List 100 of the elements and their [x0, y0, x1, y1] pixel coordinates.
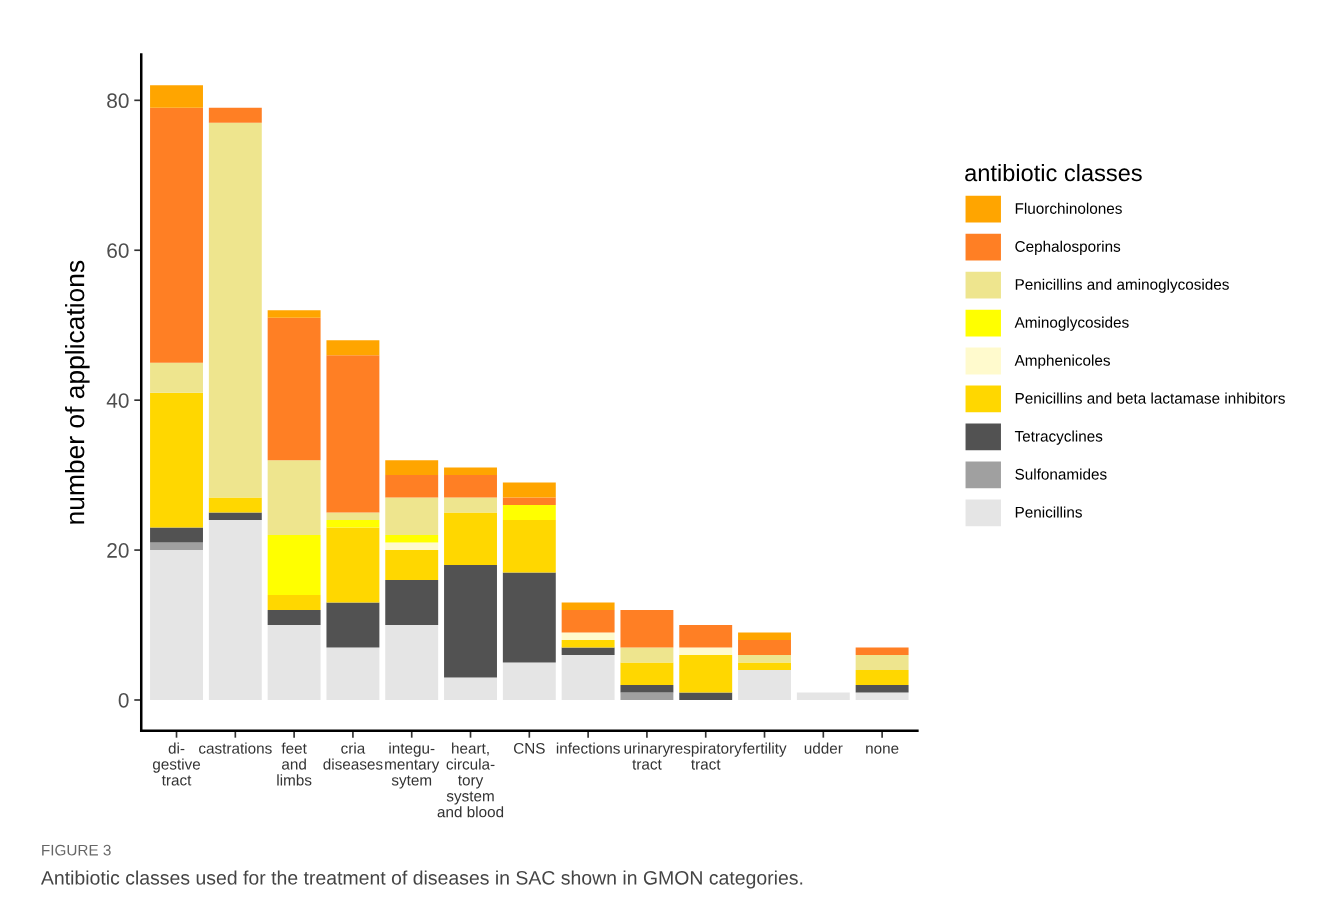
bar: [444, 512, 497, 566]
bar: [150, 527, 203, 543]
caption: FIGURE 3: [42, 844, 111, 856]
bar: [855, 655, 909, 671]
y-tick-label: 60: [107, 243, 129, 258]
x-tick-label: fertility: [742, 742, 787, 757]
bar: [267, 610, 321, 626]
bar: [326, 340, 380, 356]
bar: [150, 542, 203, 551]
bar: [208, 512, 262, 521]
bar: [444, 475, 497, 498]
bar: [855, 685, 909, 693]
bar: [150, 550, 203, 700]
y-tick-label: 80: [107, 93, 129, 109]
bar: [679, 647, 733, 656]
legend-label: Penicillins and aminoglycosides: [1015, 278, 1229, 293]
legend-label: Amphenicoles: [1014, 354, 1110, 369]
bar: [267, 535, 321, 596]
bar: [561, 655, 615, 700]
x-tick-label: CNS: [513, 742, 545, 754]
bar: [796, 692, 850, 700]
bar: [561, 610, 615, 633]
legend-label: Aminoglycosides: [1014, 316, 1129, 331]
bar: [561, 647, 615, 656]
bar: [738, 662, 791, 671]
bar: [561, 632, 615, 641]
bar: [326, 520, 380, 528]
bar: [326, 355, 380, 513]
y-tick-label: 0: [118, 693, 129, 708]
bar: [385, 580, 439, 626]
x-tick-label: feet and limbs: [277, 742, 312, 786]
bar: [620, 685, 674, 693]
x-tick-label: infections: [556, 742, 620, 754]
bar: [385, 475, 439, 498]
x-tick-label: urinary tract: [624, 742, 671, 770]
y-axis-title: number of applications: [65, 260, 90, 524]
bar: [267, 460, 321, 536]
bar: [738, 640, 791, 656]
bar: [444, 497, 497, 513]
bar: [385, 550, 439, 581]
bar: [620, 647, 674, 663]
bar: [502, 520, 556, 573]
bar: [444, 467, 497, 476]
legend-label: Cephalosporins: [1015, 240, 1121, 255]
bar: [738, 632, 791, 641]
bar: [444, 677, 497, 700]
x-tick-label: none: [866, 745, 899, 754]
bar: [326, 647, 380, 700]
bar: [502, 497, 556, 506]
legend-label: Penicillins: [1015, 506, 1082, 518]
x-tick-label: integu- mentary sytem: [385, 742, 440, 789]
bar: [855, 692, 909, 700]
bar: [385, 460, 439, 476]
bar: [267, 595, 321, 611]
legend-title: antibiotic classes: [965, 163, 1142, 182]
bar: [326, 512, 380, 521]
bar: [385, 535, 439, 543]
text: Antibiotic classes used for the treatment of diseases in SAC shown in GMON categories.: [40, 870, 803, 889]
bar: [679, 655, 733, 693]
bar: [620, 662, 674, 686]
bar: [208, 520, 262, 700]
y-tick-label: 40: [106, 393, 129, 408]
bar: [738, 655, 791, 663]
bar: [502, 505, 556, 521]
bar: [444, 565, 497, 678]
bar: [502, 662, 556, 700]
bar: [679, 625, 733, 648]
bar: [208, 107, 262, 123]
bar: [385, 625, 439, 700]
bar: [855, 647, 909, 656]
y-tick-label: 20: [107, 543, 129, 558]
x-tick-label: udder: [804, 742, 843, 754]
bar: [620, 610, 674, 648]
bar: [561, 640, 615, 648]
legend-label: Tetracyclines: [1014, 430, 1103, 445]
bar: [326, 527, 380, 603]
bar: [150, 85, 203, 108]
bar: [561, 602, 615, 611]
bar: [208, 497, 262, 513]
x-tick-label: castrations: [199, 742, 272, 754]
bar: [326, 602, 380, 648]
x-tick-label: respiratory tract: [670, 742, 742, 770]
bar: [208, 122, 262, 498]
bar: [385, 497, 439, 536]
bar: [620, 692, 674, 700]
bar: [855, 670, 909, 686]
bar: [267, 317, 321, 461]
bar: [267, 625, 321, 700]
bar: [267, 310, 321, 318]
bar: [502, 482, 556, 498]
bar: [150, 362, 203, 393]
bar: [502, 572, 556, 663]
bar: [385, 542, 439, 551]
bar: [679, 692, 733, 700]
bar: [150, 392, 203, 528]
legend-label: Fluorchinolones: [1015, 202, 1122, 214]
bar: [738, 670, 791, 700]
x-tick-label: cria diseases: [323, 742, 383, 770]
bar: [150, 107, 203, 363]
legend-label: Sulfonamides: [1015, 468, 1107, 480]
